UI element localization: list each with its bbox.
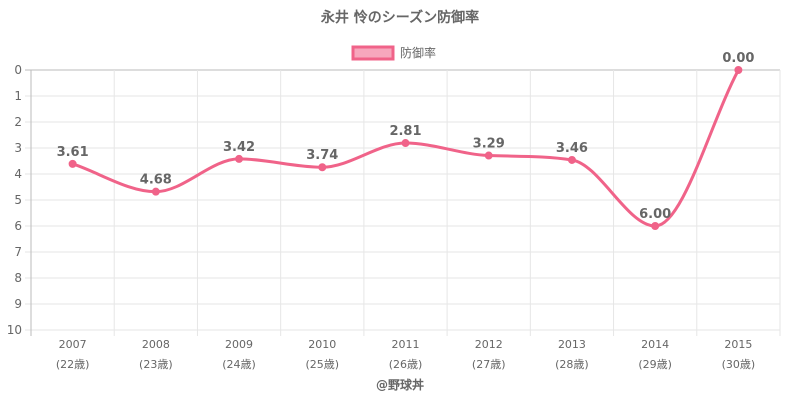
- y-tick-label: 7: [14, 245, 22, 259]
- data-points: [68, 66, 743, 230]
- x-tick-label: 2010: [308, 338, 336, 351]
- y-tick-label: 5: [14, 193, 22, 207]
- data-point[interactable]: [484, 151, 493, 160]
- legend-swatch: [351, 45, 395, 61]
- x-tick-sublabel: (26歳): [389, 358, 423, 371]
- data-point[interactable]: [151, 187, 160, 196]
- data-point[interactable]: [567, 155, 576, 164]
- data-label: 3.61: [57, 145, 89, 160]
- grid: [25, 69, 781, 336]
- x-tick-label: 2015: [724, 338, 752, 351]
- x-tick-sublabel: (27歳): [472, 358, 506, 371]
- x-axis: 2007 (22歳) 2008 (23歳) 2009 (24歳) 2010 (25歳) 2011…: [56, 338, 755, 371]
- y-tick-label: 9: [14, 297, 22, 311]
- y-tick-label: 4: [14, 167, 22, 181]
- chart-title: 永井 怜のシーズン防御率: [320, 9, 479, 26]
- x-tick-sublabel: (25歳): [305, 358, 339, 371]
- data-point[interactable]: [68, 159, 77, 168]
- x-tick-label: 2012: [475, 338, 503, 351]
- data-label: 2.81: [389, 124, 421, 139]
- y-tick-label: 2: [14, 115, 22, 129]
- data-point[interactable]: [401, 139, 410, 148]
- data-point[interactable]: [318, 163, 327, 172]
- y-axis: 0 1 2 3 4 5 6 7 8 9 10: [7, 63, 22, 337]
- data-labels: 3.61 4.68 3.42 3.74 2.81 3.29 3.46 6.00 0.00: [57, 51, 755, 222]
- data-point[interactable]: [651, 222, 660, 230]
- y-tick-label: 10: [7, 323, 22, 337]
- data-label: 3.74: [306, 148, 338, 163]
- data-point[interactable]: [235, 154, 244, 163]
- credit-text: @野球丼: [376, 377, 424, 392]
- data-label: 4.68: [140, 173, 172, 188]
- x-tick-label: 2008: [142, 338, 170, 351]
- x-tick-sublabel: (30歳): [722, 358, 756, 371]
- data-label: 6.00: [639, 207, 671, 222]
- data-label: 3.29: [473, 137, 505, 152]
- data-label: 0.00: [722, 51, 754, 66]
- y-tick-label: 1: [14, 89, 22, 103]
- data-point[interactable]: [734, 66, 743, 74]
- legend-label: 防御率: [400, 45, 436, 60]
- x-tick-label: 2009: [225, 338, 253, 351]
- x-tick-sublabel: (29歳): [638, 358, 672, 371]
- x-tick-label: 2007: [59, 338, 87, 351]
- data-label: 3.46: [556, 141, 588, 156]
- y-tick-label: 3: [14, 141, 22, 155]
- x-tick-sublabel: (28歳): [555, 358, 589, 371]
- legend[interactable]: 防御率: [351, 45, 436, 61]
- x-tick-label: 2014: [641, 338, 669, 351]
- y-tick-label: 8: [14, 271, 22, 285]
- x-tick-sublabel: (23歳): [139, 358, 173, 371]
- x-tick-sublabel: (24歳): [222, 358, 256, 371]
- data-label: 3.42: [223, 140, 255, 155]
- x-tick-label: 2011: [392, 338, 420, 351]
- y-tick-label: 0: [14, 63, 22, 77]
- x-tick-label: 2013: [558, 338, 586, 351]
- x-tick-sublabel: (22歳): [56, 358, 90, 371]
- y-tick-label: 6: [14, 219, 22, 233]
